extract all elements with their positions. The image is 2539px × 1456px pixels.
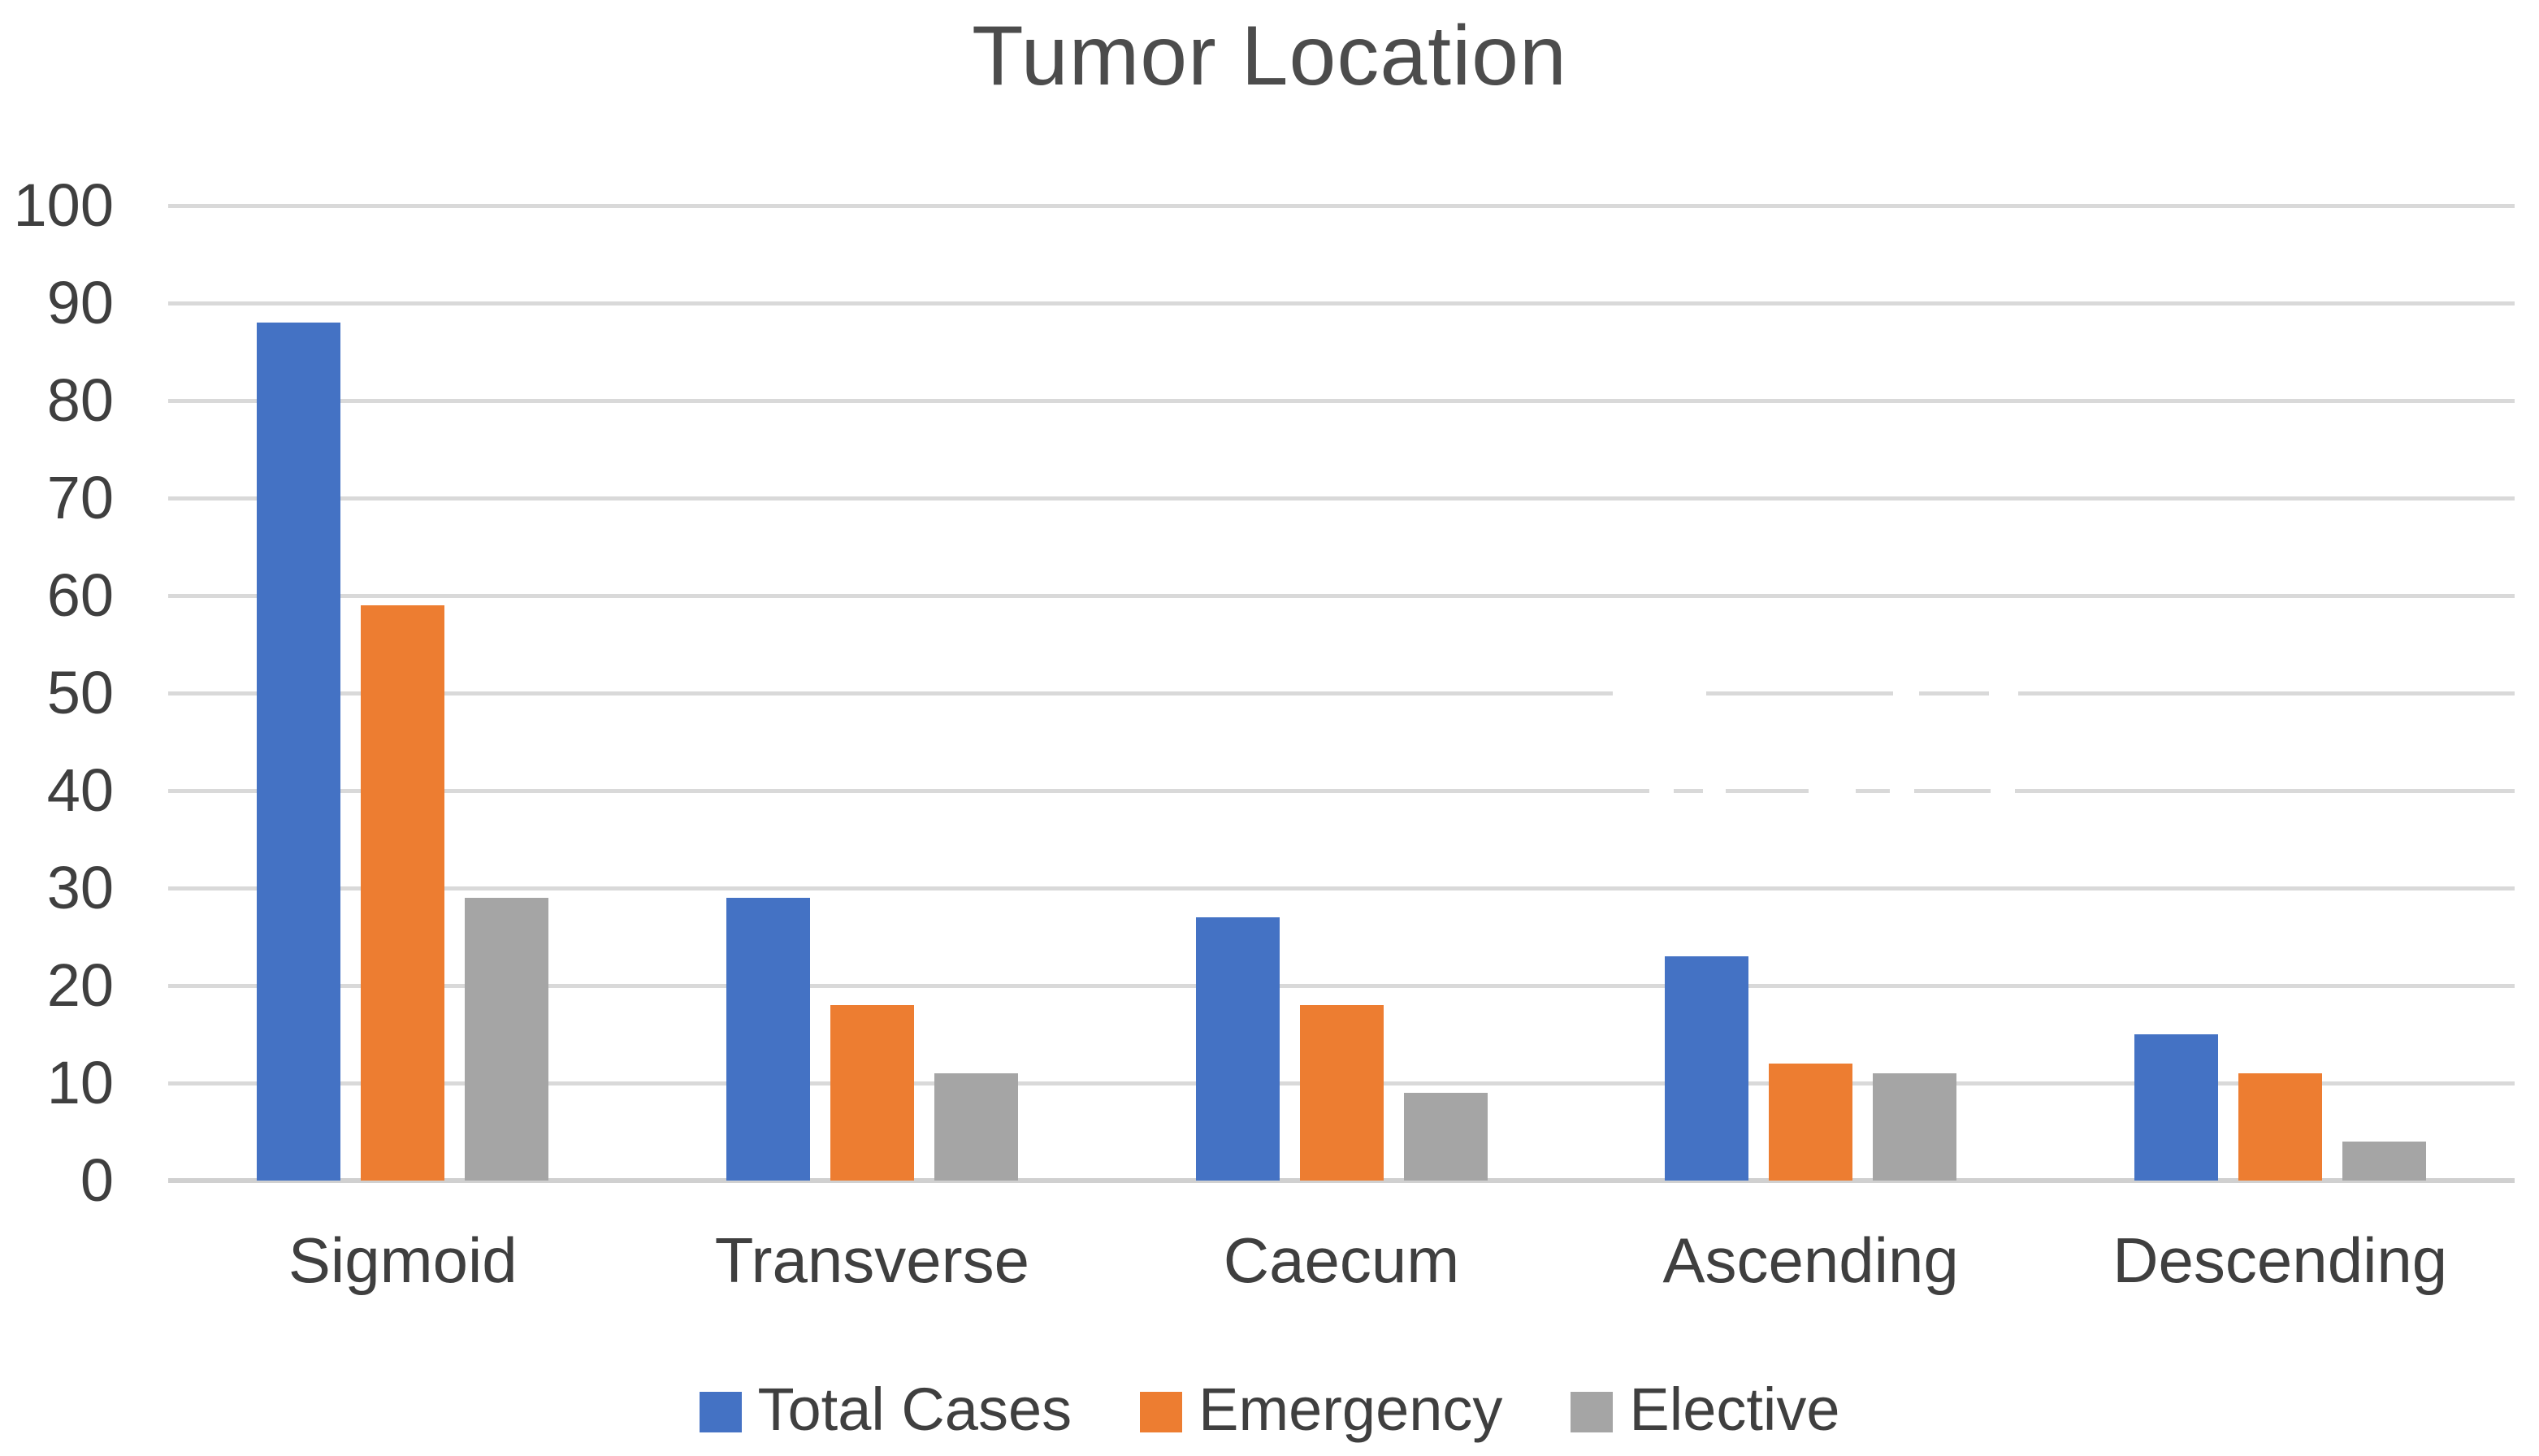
legend-item-emergency: Emergency bbox=[1140, 1380, 1502, 1445]
legend-item-elective: Elective bbox=[1571, 1376, 1840, 1445]
bar-total-cases-caecum bbox=[1195, 917, 1280, 1181]
bar-total-cases-transverse bbox=[726, 898, 810, 1181]
x-axis-line bbox=[168, 1178, 2515, 1183]
y-tick-label-40: 40 bbox=[46, 756, 114, 824]
gridline-70 bbox=[168, 496, 2515, 500]
legend-marker-emergency bbox=[1140, 1392, 1183, 1432]
x-label-sigmoid: Sigmoid bbox=[288, 1224, 518, 1296]
y-tick-label-80: 80 bbox=[46, 366, 114, 434]
bar-elective-sigmoid bbox=[465, 898, 549, 1181]
gridline-90 bbox=[168, 301, 2515, 306]
y-tick-label-10: 10 bbox=[46, 1049, 114, 1116]
y-tick-label-50: 50 bbox=[46, 659, 114, 726]
gridline-40 bbox=[168, 789, 2515, 793]
y-tick-label-0: 0 bbox=[80, 1146, 114, 1214]
legend-marker-elective bbox=[1571, 1392, 1614, 1432]
x-label-transverse: Transverse bbox=[714, 1224, 1029, 1296]
legend-item-total-cases: Total Cases bbox=[699, 1376, 1072, 1445]
x-label-descending: Descending bbox=[2112, 1224, 2448, 1296]
bar-total-cases-sigmoid bbox=[257, 323, 341, 1181]
bar-elective-transverse bbox=[934, 1073, 1018, 1181]
whiteout-artifact-4 bbox=[1649, 785, 1674, 796]
whiteout-artifact-5 bbox=[1703, 785, 1726, 796]
bar-emergency-sigmoid bbox=[361, 605, 445, 1181]
bar-elective-caecum bbox=[1403, 1093, 1488, 1181]
gridline-100 bbox=[168, 204, 2515, 208]
whiteout-artifact-7 bbox=[1890, 785, 1914, 796]
legend-label-total-cases: Total Cases bbox=[757, 1376, 1072, 1443]
gridline-80 bbox=[168, 399, 2515, 403]
legend-label-emergency: Emergency bbox=[1198, 1376, 1503, 1443]
whiteout-artifact-6 bbox=[1809, 785, 1856, 796]
y-tick-label-30: 30 bbox=[46, 854, 114, 921]
gridline-30 bbox=[168, 886, 2515, 890]
legend-label-elective: Elective bbox=[1629, 1376, 1840, 1443]
bar-emergency-descending bbox=[2238, 1073, 2322, 1181]
plot-area bbox=[168, 204, 2515, 1183]
whiteout-artifact-1 bbox=[1613, 687, 1706, 699]
gridline-60 bbox=[168, 594, 2515, 598]
x-label-ascending: Ascending bbox=[1662, 1224, 1959, 1296]
bar-emergency-transverse bbox=[830, 1005, 914, 1181]
chart-title: Tumor Location bbox=[972, 9, 1567, 103]
y-tick-label-20: 20 bbox=[46, 951, 114, 1019]
x-label-caecum: Caecum bbox=[1223, 1224, 1460, 1296]
gridline-50 bbox=[168, 691, 2515, 696]
whiteout-artifact-8 bbox=[1991, 785, 2015, 796]
legend: Total Cases Emergency Elective bbox=[0, 1380, 2539, 1445]
bar-elective-ascending bbox=[1873, 1073, 1957, 1181]
bar-elective-descending bbox=[2342, 1142, 2426, 1181]
y-tick-label-90: 90 bbox=[46, 269, 114, 336]
bar-total-cases-descending bbox=[2134, 1034, 2218, 1181]
bar-total-cases-ascending bbox=[1665, 956, 1749, 1181]
gridline-20 bbox=[168, 984, 2515, 988]
y-tick-label-70: 70 bbox=[46, 464, 114, 531]
y-tick-label-100: 100 bbox=[13, 171, 114, 239]
whiteout-artifact-3 bbox=[1989, 687, 2018, 699]
legend-marker-total-cases bbox=[699, 1392, 742, 1432]
y-tick-label-60: 60 bbox=[46, 561, 114, 629]
bar-emergency-caecum bbox=[1299, 1005, 1384, 1181]
bar-emergency-ascending bbox=[1769, 1064, 1853, 1181]
whiteout-artifact-2 bbox=[1893, 687, 1919, 699]
